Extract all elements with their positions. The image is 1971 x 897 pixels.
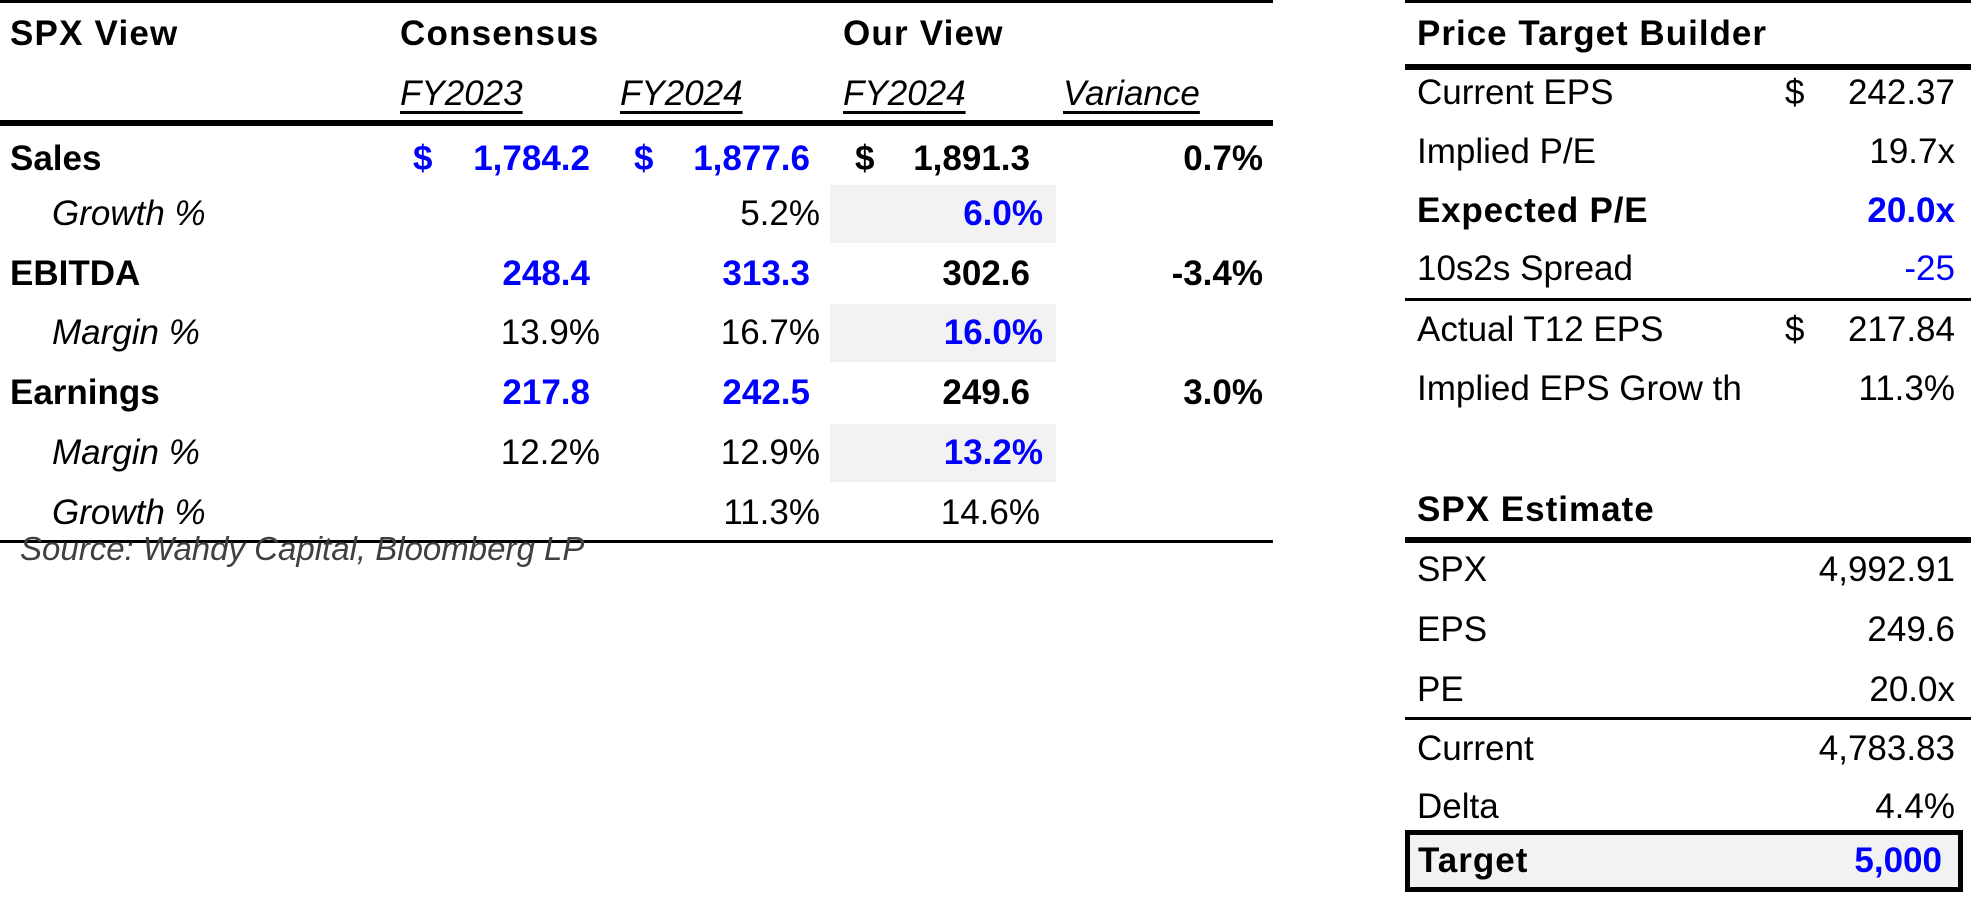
- earnings-growth-our: 14.6%: [940, 493, 1040, 532]
- row-label-earnings: Earnings: [10, 373, 160, 412]
- earnings-margin-our: 13.2%: [943, 433, 1043, 472]
- earnings-margin-fy2024: 12.9%: [720, 433, 820, 472]
- expected-pe-label: Expected P/E: [1417, 191, 1649, 230]
- currency-symbol: $: [855, 139, 875, 178]
- row-label-sales: Sales: [10, 139, 102, 178]
- target-box: Target 5,000: [1405, 830, 1963, 892]
- ptb-header-rule: [1405, 64, 1971, 70]
- estimate-row-spx: SPX 4,992.91: [1405, 541, 1955, 599]
- estimate-header-rule: [1405, 537, 1971, 543]
- current-eps-value: 242.37: [1847, 73, 1955, 112]
- pe-value: 20.0x: [1869, 670, 1955, 709]
- current-value: 4,783.83: [1818, 729, 1955, 768]
- input-shade: [830, 304, 1056, 362]
- implied-pe-value: 19.7x: [1869, 132, 1955, 171]
- col-fy2024: FY2024: [620, 74, 743, 113]
- expected-pe-value: 20.0x: [1867, 191, 1955, 230]
- spread-value: -25: [1904, 249, 1955, 288]
- estimate-title: SPX Estimate: [1417, 490, 1655, 529]
- table-title: SPX View: [10, 14, 179, 53]
- top-rule: [0, 0, 1273, 3]
- sales-fy2023: 1,784.2: [473, 139, 590, 178]
- earnings-our-fy2024: 249.6: [942, 373, 1030, 412]
- ebitda-margin-fy2023: 13.9%: [500, 313, 600, 352]
- ebitda-fy2024: 313.3: [722, 254, 810, 293]
- sales-growth-fy2024: 5.2%: [740, 194, 820, 233]
- input-shade: [830, 185, 1056, 243]
- ptb-mid-rule: [1405, 298, 1971, 301]
- earnings-growth-fy2024: 11.3%: [723, 493, 820, 532]
- implied-growth-value: 11.3%: [1858, 369, 1955, 408]
- earnings-margin-fy2023: 12.2%: [500, 433, 600, 472]
- estimate-row-current: Current 4,783.83: [1405, 720, 1955, 778]
- ptb-row-implied-pe: Implied P/E 19.7x: [1405, 123, 1955, 181]
- ptb-row-implied-growth: Implied EPS Grow th 11.3%: [1405, 360, 1955, 418]
- eps-label: EPS: [1417, 610, 1488, 649]
- earnings-fy2024: 242.5: [722, 373, 810, 412]
- ptb-top-rule: [1405, 0, 1971, 3]
- estimate-mid-rule: [1405, 717, 1971, 720]
- currency-symbol: $: [1785, 310, 1805, 349]
- ebitda-margin-fy2024: 16.7%: [720, 313, 820, 352]
- currency-symbol: $: [1785, 73, 1805, 112]
- eps-value: 249.6: [1867, 610, 1955, 649]
- header-rule: [0, 120, 1273, 126]
- earnings-fy2023: 217.8: [502, 373, 590, 412]
- ptb-row-spread: 10s2s Spread -25: [1405, 240, 1955, 298]
- currency-symbol: $: [634, 139, 654, 178]
- delta-value: 4.4%: [1875, 787, 1955, 826]
- actual-eps-value: 217.84: [1847, 310, 1955, 349]
- sales-variance: 0.7%: [1183, 139, 1263, 178]
- actual-eps-label: Actual T12 EPS: [1417, 310, 1664, 349]
- bottom-rule: [0, 540, 1273, 543]
- row-label-earnings-growth: Growth %: [52, 493, 206, 532]
- row-label-ebitda: EBITDA: [10, 254, 141, 293]
- ebitda-margin-our: 16.0%: [943, 313, 1043, 352]
- estimate-row-pe: PE 20.0x: [1405, 661, 1955, 719]
- sales-growth-our: 6.0%: [963, 194, 1043, 233]
- ebitda-our-fy2024: 302.6: [942, 254, 1030, 293]
- target-label: Target: [1418, 841, 1529, 880]
- spx-value: 4,992.91: [1818, 550, 1955, 589]
- target-value: 5,000: [1854, 841, 1942, 880]
- ptb-row-actual-eps: Actual T12 EPS $ 217.84: [1405, 301, 1955, 359]
- input-shade: [830, 424, 1056, 482]
- pe-label: PE: [1417, 670, 1464, 709]
- our-view-header: Our View: [843, 14, 1004, 53]
- row-label-sales-growth: Growth %: [52, 194, 206, 233]
- col-our-fy2024: FY2024: [843, 74, 966, 113]
- implied-growth-label: Implied EPS Grow th: [1417, 369, 1742, 408]
- sales-fy2024: 1,877.6: [693, 139, 810, 178]
- spx-label: SPX: [1417, 550, 1488, 589]
- col-fy2023: FY2023: [400, 74, 523, 113]
- implied-pe-label: Implied P/E: [1417, 132, 1596, 171]
- spread-label: 10s2s Spread: [1417, 249, 1633, 288]
- ptb-title: Price Target Builder: [1417, 14, 1768, 53]
- current-label: Current: [1417, 729, 1534, 768]
- current-eps-label: Current EPS: [1417, 73, 1614, 112]
- consensus-header: Consensus: [400, 14, 600, 53]
- col-variance: Variance: [1063, 74, 1200, 113]
- currency-symbol: $: [413, 139, 433, 178]
- ptb-row-current-eps: Current EPS $ 242.37: [1405, 64, 1955, 122]
- row-label-earnings-margin: Margin %: [52, 433, 200, 472]
- estimate-row-eps: EPS 249.6: [1405, 601, 1955, 659]
- delta-label: Delta: [1417, 787, 1499, 826]
- sales-our-fy2024: 1,891.3: [913, 139, 1030, 178]
- ebitda-variance: -3.4%: [1171, 254, 1263, 293]
- estimate-row-delta: Delta 4.4%: [1405, 778, 1955, 836]
- row-label-ebitda-margin: Margin %: [52, 313, 200, 352]
- ebitda-fy2023: 248.4: [502, 254, 590, 293]
- earnings-variance: 3.0%: [1183, 373, 1263, 412]
- spx-view-table: SPX View Consensus Our View FY2023 FY202…: [0, 0, 1273, 545]
- source-note: Source: Wahdy Capital, Bloomberg LP: [20, 530, 585, 567]
- ptb-row-expected-pe: Expected P/E 20.0x: [1405, 182, 1955, 240]
